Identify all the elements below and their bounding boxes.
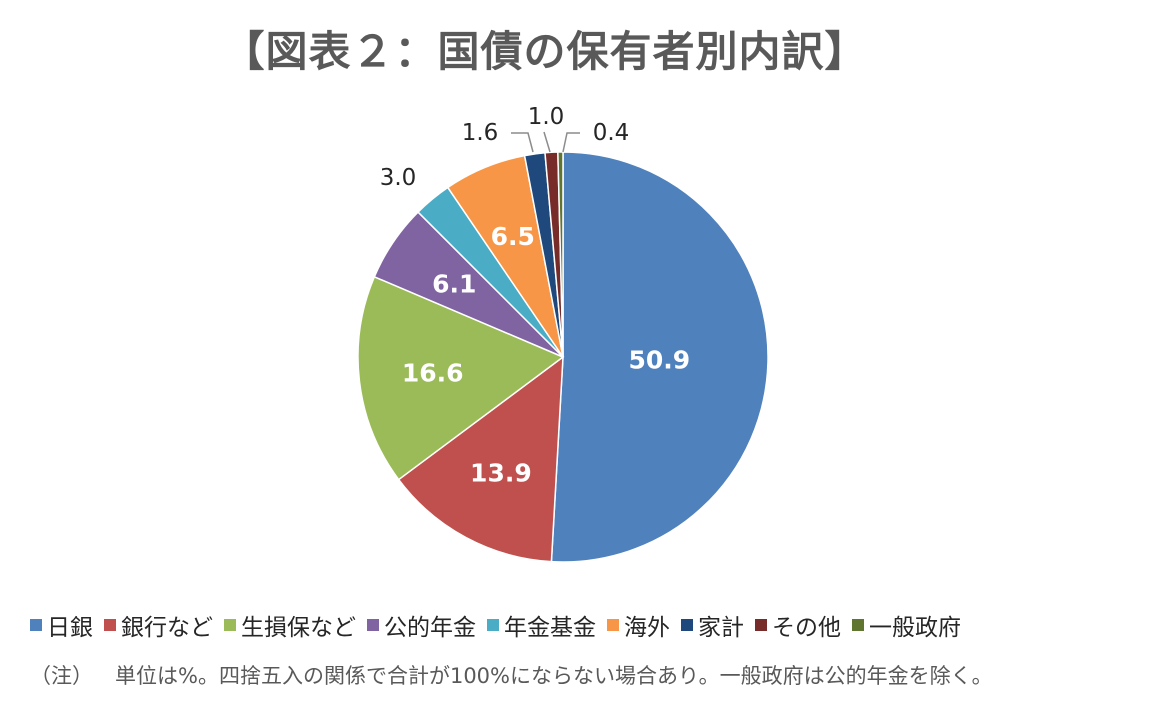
pie-slices xyxy=(357,151,769,563)
data-label: 3.0 xyxy=(380,165,417,191)
legend-swatch xyxy=(30,619,42,631)
legend-swatch xyxy=(681,619,693,631)
data-label: 6.1 xyxy=(432,270,476,299)
data-label: 0.4 xyxy=(593,120,630,146)
footnote-text: 単位は%。四捨五入の関係で合計が100%にならない場合あり。一般政府は公的年金を… xyxy=(115,664,993,688)
chart-title: 【図表２：国債の保有者別内訳】 xyxy=(222,27,868,76)
pie-slice xyxy=(397,355,564,563)
leader-line xyxy=(511,132,534,153)
legend-swatch xyxy=(224,619,236,631)
legend-swatch xyxy=(487,619,499,631)
legend-swatch xyxy=(852,619,864,631)
legend-item: 公的年金 xyxy=(367,608,476,642)
footnote-prefix: （注） xyxy=(30,664,93,688)
legend-label: 生損保など xyxy=(241,615,356,641)
data-label: 6.5 xyxy=(491,222,535,251)
legend-item: 年金基金 xyxy=(487,608,596,642)
pie-chart: 50.9 13.9 16.6 6.1 3.0 6.5 1.6 1.0 0.4 xyxy=(357,104,769,563)
legend-item: その他 xyxy=(755,608,841,642)
pie-slice xyxy=(557,151,564,358)
legend-swatch xyxy=(104,619,116,631)
leader-line xyxy=(562,132,580,153)
leader-lines xyxy=(511,131,580,153)
legend-item: 一般政府 xyxy=(852,608,961,642)
data-label: 16.6 xyxy=(402,359,464,388)
legend-label: 海外 xyxy=(624,615,670,641)
pie-slice xyxy=(550,151,769,563)
data-label: 1.0 xyxy=(528,104,565,130)
legend-item: 海外 xyxy=(607,608,670,642)
legend-swatch xyxy=(367,619,379,631)
legend-label: 日銀 xyxy=(47,615,93,641)
legend-item: 日銀 xyxy=(30,608,93,642)
legend-label: 年金基金 xyxy=(504,615,596,641)
data-label: 50.9 xyxy=(628,346,690,375)
footnote: （注） 単位は%。四捨五入の関係で合計が100%にならない場合あり。一般政府は公的… xyxy=(30,660,993,690)
data-labels: 50.9 13.9 16.6 6.1 3.0 6.5 1.6 1.0 0.4 xyxy=(380,104,690,488)
legend-label: 家計 xyxy=(698,615,744,641)
legend-label: 公的年金 xyxy=(384,615,476,641)
legend: 日銀 銀行など 生損保など 公的年金 年金基金 海外 家計 その他 一般政府 xyxy=(30,608,972,642)
data-label: 1.6 xyxy=(462,120,499,146)
legend-swatch xyxy=(755,619,767,631)
legend-label: 一般政府 xyxy=(869,615,961,641)
legend-label: 銀行など xyxy=(121,615,213,641)
pie-slice xyxy=(357,275,565,481)
data-label: 13.9 xyxy=(470,459,532,488)
legend-item: 生損保など xyxy=(224,608,356,642)
legend-item: 銀行など xyxy=(104,608,213,642)
legend-label: その他 xyxy=(772,615,841,641)
legend-item: 家計 xyxy=(681,608,744,642)
legend-swatch xyxy=(607,619,619,631)
leader-line xyxy=(543,131,551,153)
